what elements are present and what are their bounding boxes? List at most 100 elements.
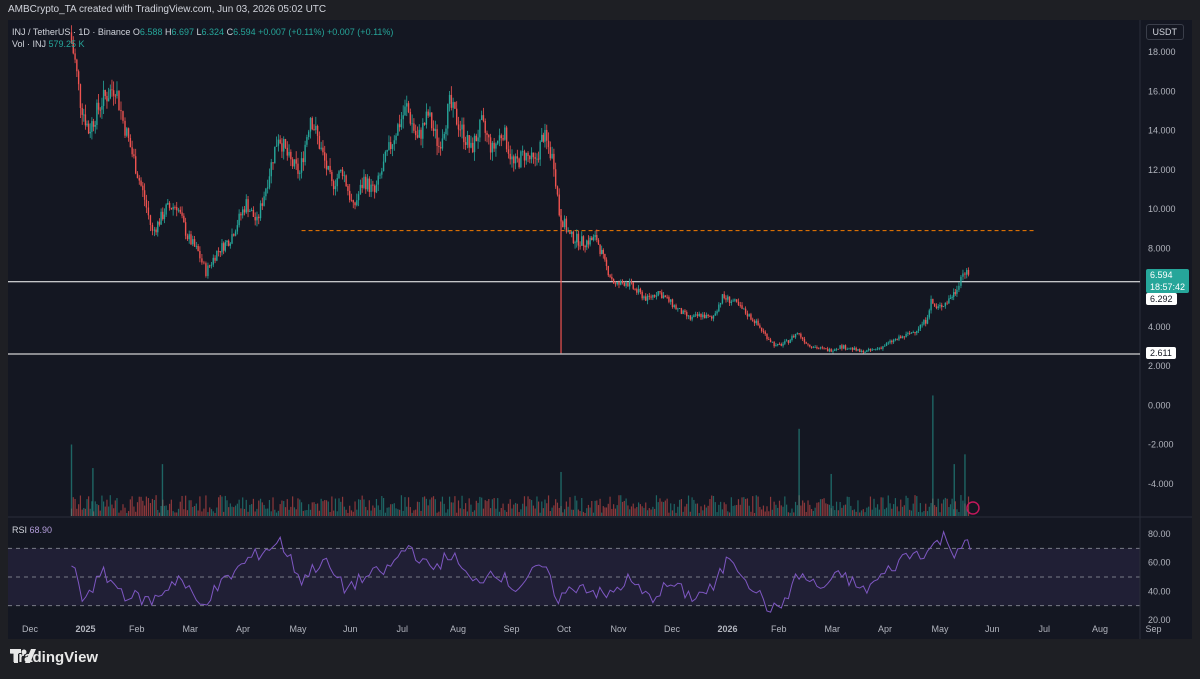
volume-bar	[199, 496, 201, 516]
candle-body	[907, 333, 909, 334]
volume-bar	[218, 497, 220, 516]
candle-body	[157, 221, 159, 233]
candle-body	[869, 349, 872, 351]
volume-bar	[638, 502, 640, 516]
volume-bar	[425, 498, 427, 516]
volume-bar	[249, 504, 251, 516]
volume-bar	[718, 504, 720, 516]
volume-bar	[787, 512, 789, 516]
volume-bar	[565, 501, 567, 516]
currency-button[interactable]: USDT	[1145, 24, 1184, 40]
volume-bar	[800, 505, 802, 516]
candle-body	[149, 215, 152, 225]
volume-bar	[714, 502, 716, 516]
volume-bar	[766, 506, 768, 516]
candle-body	[291, 159, 294, 167]
candle-body	[581, 236, 583, 246]
candle-body	[138, 178, 140, 181]
volume-bar	[192, 506, 194, 516]
candle-body	[336, 178, 338, 187]
volume-bar	[183, 509, 185, 516]
volume-bar	[209, 507, 211, 516]
candle-body	[450, 94, 453, 108]
candle-body	[181, 212, 183, 216]
volume-bar	[723, 502, 725, 516]
candle-body	[91, 121, 93, 132]
candle-body	[502, 138, 504, 140]
candle-body	[565, 218, 568, 232]
volume-bar	[597, 505, 600, 516]
volume-bar	[292, 496, 294, 516]
candle-body	[217, 250, 220, 252]
candle-body	[176, 207, 178, 211]
volume-bar	[127, 511, 130, 516]
candle-body	[368, 178, 371, 192]
candle-body	[589, 237, 591, 245]
volume-bar	[569, 497, 571, 516]
volume-bar	[891, 508, 893, 516]
volume-bar	[807, 500, 809, 516]
volume-bar	[775, 504, 777, 516]
volume-bar	[850, 505, 852, 516]
volume-bar	[221, 496, 223, 516]
price-axis-label: 12.000	[1148, 165, 1176, 175]
volume-bar	[734, 505, 736, 516]
candle-body	[470, 142, 472, 148]
candle-body	[851, 347, 854, 350]
volume-bar	[251, 504, 253, 516]
candle-body	[711, 316, 713, 319]
candle-body	[707, 314, 709, 317]
volume-bar	[195, 503, 197, 516]
volume-bar	[657, 502, 659, 516]
candle-body	[436, 129, 438, 146]
volume-bar	[750, 511, 752, 516]
candle-body	[686, 312, 688, 317]
volume-bar	[382, 498, 385, 516]
candle-body	[177, 209, 180, 211]
volume-spike-bar	[964, 454, 966, 516]
candle-body	[800, 333, 802, 338]
volume-bar	[365, 506, 367, 516]
candle-body	[718, 304, 720, 312]
volume-bar	[686, 503, 688, 516]
candle-body	[302, 158, 305, 163]
candle-body	[74, 53, 76, 60]
candle-body	[828, 349, 831, 352]
volume-bar	[363, 499, 365, 516]
volume-bar	[668, 512, 670, 516]
volume-bar	[349, 505, 351, 516]
candle-body	[607, 266, 609, 276]
volume-bar	[823, 498, 825, 516]
volume-bar	[247, 511, 249, 516]
candlestick-chart[interactable]: 18.00016.00014.00012.00010.0008.0006.000…	[8, 20, 1192, 639]
volume-bar	[832, 505, 834, 516]
volume-bar	[486, 501, 488, 516]
volume-bar	[707, 505, 709, 516]
volume-bar	[231, 506, 233, 516]
volume-bar	[484, 500, 486, 516]
candle-body	[497, 140, 499, 144]
volume-bar	[887, 495, 889, 516]
volume-label: Vol · INJ	[12, 39, 47, 49]
candle-body	[716, 311, 718, 314]
candle-body	[418, 129, 420, 138]
candle-body	[628, 281, 631, 287]
candle-body	[379, 174, 381, 176]
candle-body	[794, 334, 797, 338]
candle-body	[723, 294, 725, 299]
chart-area[interactable]: 18.00016.00014.00012.00010.0008.0006.000…	[8, 20, 1192, 639]
volume-bar	[415, 509, 417, 516]
volume-bar	[441, 496, 444, 516]
candle-body	[844, 345, 847, 350]
tradingview-logo[interactable]: TradingView	[10, 649, 98, 666]
volume-bar	[427, 505, 429, 516]
candle-body	[427, 111, 429, 116]
volume-bar	[914, 495, 916, 516]
candle-body	[525, 152, 527, 161]
volume-bar	[265, 508, 267, 516]
candle-body	[486, 132, 488, 135]
volume-bar	[910, 510, 913, 516]
volume-bar	[579, 511, 581, 516]
alert-icon	[966, 501, 980, 515]
volume-bar	[136, 502, 139, 516]
